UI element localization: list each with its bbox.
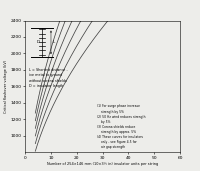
Text: (1) For surge phase increase
    strength by 5%
(2) 50 Hz wind reduces strength
: (1) For surge phase increase strength by…: [97, 104, 146, 149]
Text: L = Shortest distance -
ive metal to ground
without corona shields
D = insulator: L = Shortest distance - ive metal to gro…: [29, 68, 68, 88]
X-axis label: Number of 254×146 mm (10×3½ in) insulator units per string: Number of 254×146 mm (10×3½ in) insulato…: [47, 162, 158, 166]
Y-axis label: Critical flashover voltage (kV): Critical flashover voltage (kV): [4, 60, 8, 113]
